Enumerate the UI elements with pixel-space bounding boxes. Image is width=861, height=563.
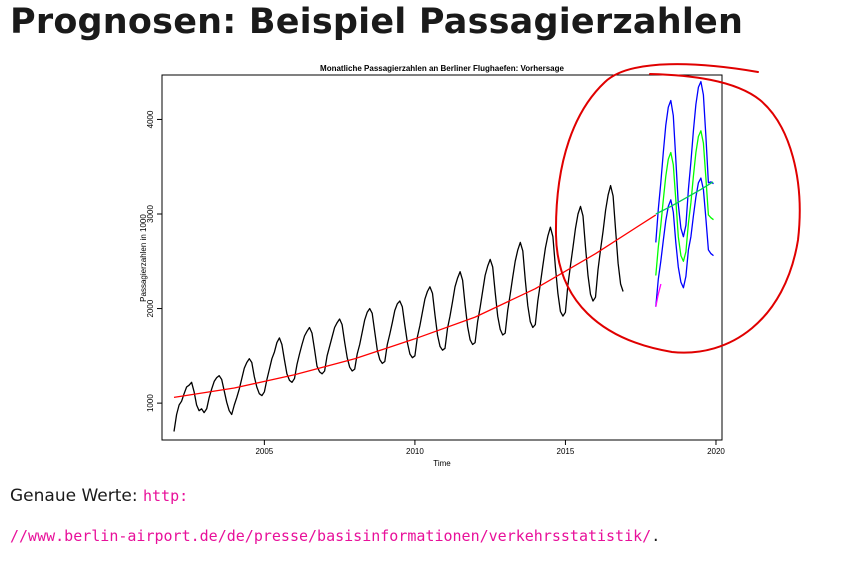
source-link-part2[interactable]: //www.berlin-airport.de/de/presse/basisi… [10, 527, 652, 545]
plot-frame [161, 74, 723, 441]
footer-period: . [651, 527, 661, 545]
x-axis: 2005 2010 2015 2020 [255, 440, 725, 456]
y-axis-label: Passagierzahlen in 1000 [139, 214, 148, 302]
slide-title: Prognosen: Beispiel Passagierzahlen [10, 2, 744, 42]
series-line-4 [655, 80, 714, 243]
y-tick-label: 3000 [146, 205, 155, 223]
y-tick-label: 2000 [146, 299, 155, 317]
series-line-5 [655, 177, 714, 307]
y-tick-label: 1000 [146, 394, 155, 412]
y-tick-label: 4000 [146, 110, 155, 128]
series-line-3 [655, 130, 714, 276]
x-tick-label: 2010 [406, 447, 424, 456]
series-line-7 [655, 283, 662, 307]
footer-url-line: //www.berlin-airport.de/de/presse/basisi… [10, 527, 660, 545]
x-tick-label: 2020 [707, 447, 725, 456]
y-axis: 1000 2000 3000 4000 [146, 110, 162, 412]
footer-source: Genaue Werte: http: [10, 486, 188, 506]
hand-drawn-circle-annotation [554, 63, 801, 354]
x-tick-label: 2015 [557, 447, 575, 456]
series-layer [173, 80, 714, 432]
x-axis-label: Time [433, 459, 451, 468]
source-link-part1[interactable]: http: [142, 487, 189, 505]
chart-title: Monatliche Passagierzahlen an Berliner F… [320, 64, 564, 73]
series-line-2 [173, 214, 657, 399]
series-line-6 [655, 181, 714, 215]
forecast-chart: Monatliche Passagierzahlen an Berliner F… [139, 63, 801, 468]
x-tick-label: 2005 [255, 447, 273, 456]
footer-label: Genaue Werte: [10, 486, 143, 506]
series-line-1 [173, 184, 624, 432]
